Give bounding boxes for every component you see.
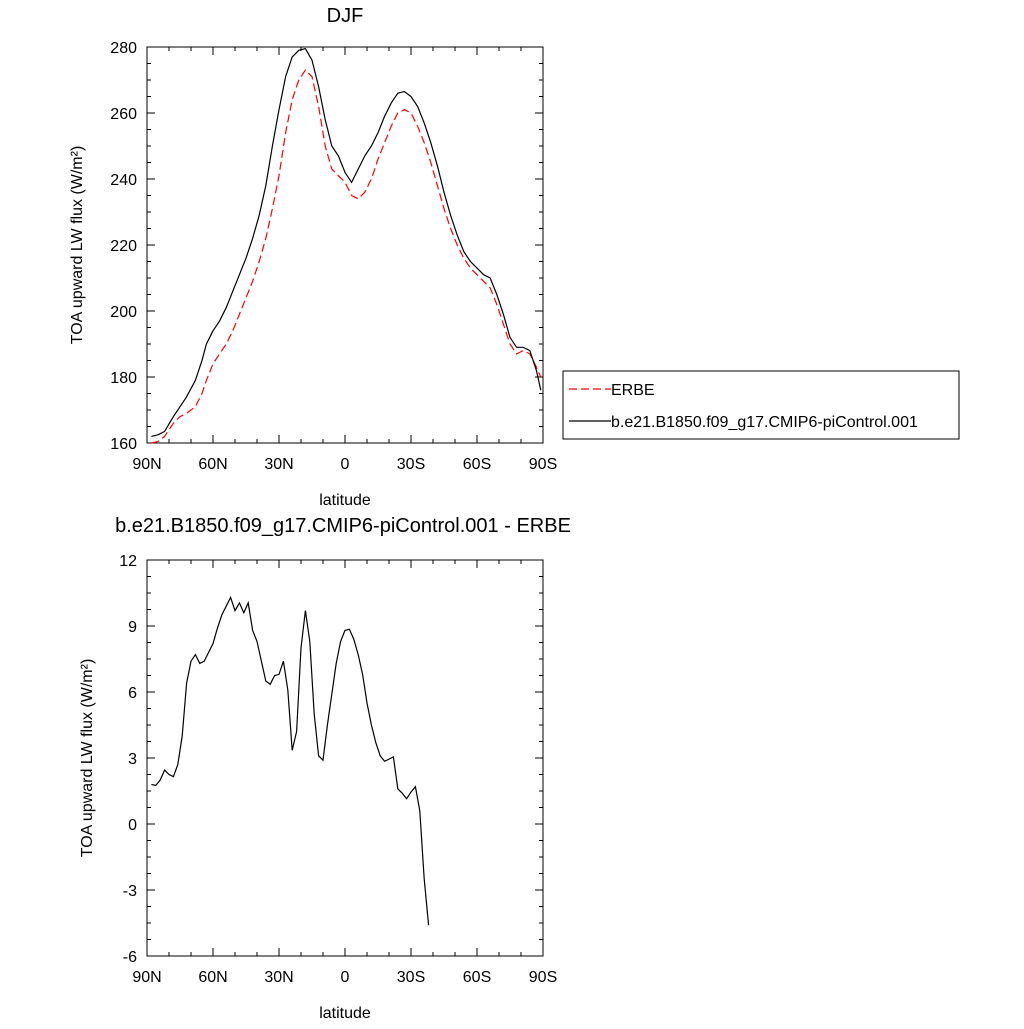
y-tick-label: 3 [128, 751, 137, 768]
y-tick-label: 240 [110, 172, 137, 189]
x-tick-label: 60N [198, 969, 227, 986]
legend: ERBE b.e21.B1850.f09_g17.CMIP6-piControl.… [562, 370, 960, 440]
x-tick-label: 60S [463, 456, 491, 473]
x-axis-label: latitude [319, 1005, 371, 1022]
series-line-erbe [151, 69, 542, 444]
x-tick-label: 90S [529, 456, 557, 473]
bottom-panel-difference: 90N 60N 30N 0 30S 60S 90S -6 -3 0 3 6 9 12 b.e21.B1850… [79, 515, 571, 1022]
x-tick-label: 90S [529, 969, 557, 986]
legend-box [562, 370, 960, 440]
legend-entry: ERBE [611, 382, 655, 399]
y-tick-label: 200 [110, 304, 137, 321]
y-tick-label: 12 [119, 553, 137, 570]
y-axis-label: TOA upward LW flux (W/m²) [79, 659, 96, 858]
y-tick-label: 220 [110, 238, 137, 255]
x-tick-label: 30N [264, 456, 293, 473]
chart-title: b.e21.B1850.f09_g17.CMIP6-piControl.001 … [115, 515, 571, 537]
x-tick-label: 0 [341, 456, 350, 473]
y-tick-label: 160 [110, 436, 137, 453]
y-tick-label: 180 [110, 370, 137, 387]
chart-title: DJF [327, 5, 364, 27]
series-line-b-e21-b1850-f09-g17-cmip6-picontrol-001 [151, 47, 542, 437]
x-axis-label: latitude [319, 492, 371, 509]
y-tick-label: 6 [128, 685, 137, 702]
y-tick-label: 280 [110, 40, 137, 57]
x-tick-label: 90N [132, 969, 161, 986]
y-tick-label: -3 [123, 883, 137, 900]
x-tick-label: 30S [397, 456, 425, 473]
x-tick-label: 60S [463, 969, 491, 986]
x-tick-label: 30S [397, 969, 425, 986]
y-tick-label: 0 [128, 817, 137, 834]
y-tick-label: 9 [128, 619, 137, 636]
x-tick-label: 90N [132, 456, 161, 473]
y-tick-label: 260 [110, 106, 137, 123]
y-tick-label: -6 [123, 949, 137, 966]
series-line-difference [151, 595, 430, 926]
plot-frame [146, 559, 544, 957]
x-tick-label: 60N [198, 456, 227, 473]
x-tick-label: 30N [264, 969, 293, 986]
x-tick-label: 0 [341, 969, 350, 986]
y-axis-label: TOA upward LW flux (W/m²) [69, 146, 86, 345]
plot-frame [146, 46, 544, 444]
legend-entry: b.e21.B1850.f09_g17.CMIP6-piControl.001 [611, 414, 918, 431]
top-panel-djf: 90N 60N 30N 0 30S 60S 90S 160 180 200 220 240 260 280… [69, 5, 960, 509]
